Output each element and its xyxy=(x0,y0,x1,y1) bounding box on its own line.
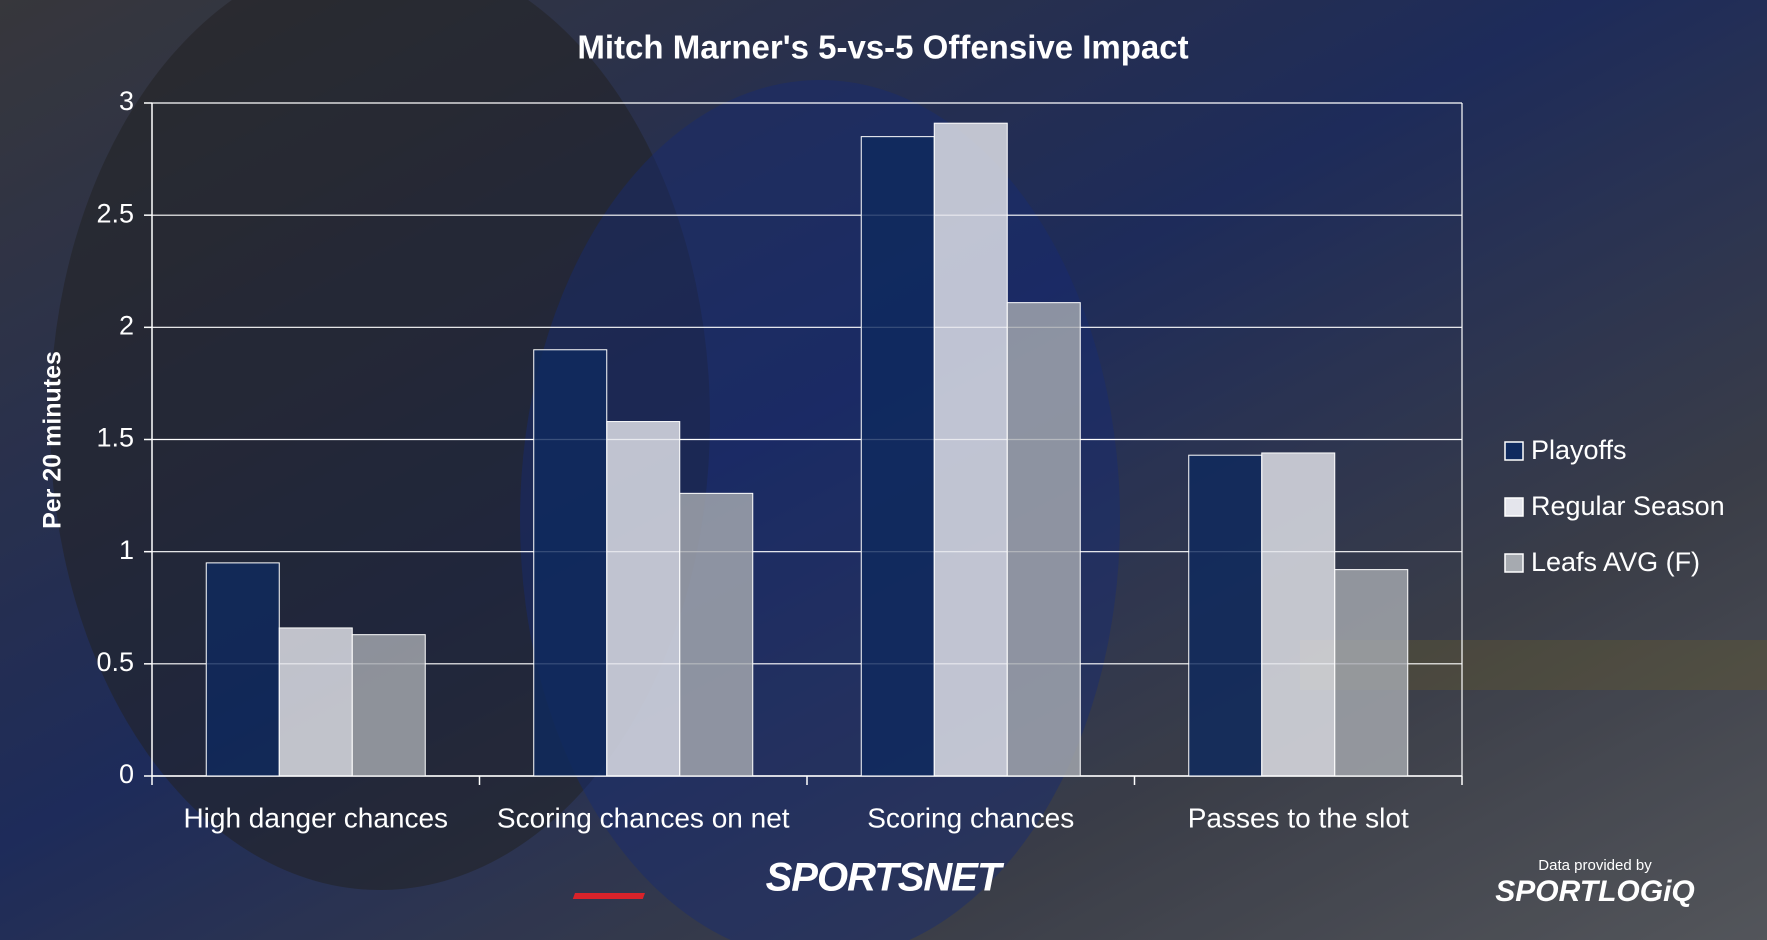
x-tick-label: Scoring chances xyxy=(867,802,1074,833)
x-tick-label: Passes to the slot xyxy=(1188,802,1409,833)
y-tick-label: 0 xyxy=(119,759,134,789)
logo: SPORTSNET xyxy=(766,856,1005,900)
bar xyxy=(1261,452,1336,777)
bar xyxy=(1334,569,1409,777)
y-tick-label: 2 xyxy=(119,310,134,340)
provider-logo: SPORTLOGiQ xyxy=(1495,875,1694,908)
legend-swatch xyxy=(1504,553,1524,573)
x-tick-label: Scoring chances on net xyxy=(497,802,790,833)
chart-title: Mitch Marner's 5-vs-5 Offensive Impact xyxy=(577,29,1188,66)
bar xyxy=(278,627,353,777)
legend-label: Playoffs xyxy=(1531,435,1627,465)
credit: Data provided by xyxy=(1538,857,1652,874)
y-tick-label: 1.5 xyxy=(96,423,134,453)
y-axis-label: Per 20 minutes xyxy=(39,351,67,529)
legend-swatch xyxy=(1504,497,1524,517)
bar xyxy=(351,634,426,777)
bar xyxy=(606,421,681,777)
bar xyxy=(933,122,1008,777)
bar xyxy=(205,562,280,777)
y-tick-label: 3 xyxy=(119,86,134,116)
bar xyxy=(1188,454,1263,777)
legend-label: Regular Season xyxy=(1531,491,1725,521)
x-tick-label: High danger chances xyxy=(183,802,448,833)
bar xyxy=(533,349,608,777)
y-tick-label: 2.5 xyxy=(96,198,134,228)
legend-swatch xyxy=(1504,441,1524,461)
y-tick-label: 0.5 xyxy=(96,647,134,677)
bar xyxy=(679,492,754,777)
legend-label: Leafs AVG (F) xyxy=(1531,547,1700,577)
logo-swoosh xyxy=(572,893,645,899)
bar xyxy=(1006,302,1081,777)
bar xyxy=(860,136,935,777)
y-tick-label: 1 xyxy=(119,535,134,565)
